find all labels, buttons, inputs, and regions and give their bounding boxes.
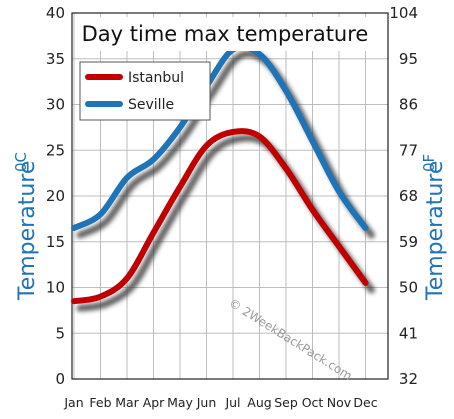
x-tick-label: Dec [353, 395, 377, 410]
legend-label-istanbul: Istanbul [128, 70, 184, 86]
left-tick-label: 5 [55, 324, 65, 342]
left-tick-label: 0 [55, 370, 65, 388]
right-axis-ticks: 32 41 50 59 68 77 86 95 104 [389, 4, 418, 388]
x-tick-label: Jul [224, 395, 240, 410]
x-tick-label: Mar [115, 395, 139, 410]
right-tick-label: 50 [399, 279, 418, 297]
x-tick-label: Aug [247, 395, 271, 410]
right-tick-label: 68 [399, 187, 418, 205]
left-tick-label: 40 [46, 4, 65, 22]
left-axis-ticks: 0 5 10 15 20 25 30 35 40 [46, 4, 65, 388]
x-tick-label: Jun [196, 395, 217, 410]
right-axis-unit: 0F [420, 154, 438, 172]
x-tick-label: Apr [143, 395, 165, 410]
legend-label-seville: Seville [128, 97, 174, 113]
right-tick-label: 59 [399, 233, 418, 251]
right-tick-label: 77 [399, 141, 418, 159]
left-tick-label: 30 [46, 96, 65, 114]
x-tick-label: Nov [327, 395, 352, 410]
right-tick-label: 86 [399, 96, 418, 114]
x-tick-label: Sep [274, 395, 298, 410]
right-tick-label: 32 [399, 370, 418, 388]
left-axis-unit: 0C [12, 152, 30, 172]
series-line-seville [71, 43, 369, 232]
left-axis-title: Temperature [15, 161, 40, 301]
legend-box [79, 61, 211, 121]
left-tick-label: 25 [46, 141, 65, 159]
left-tick-label: 15 [46, 233, 65, 251]
x-tick-label: May [167, 395, 193, 410]
left-tick-label: 10 [46, 279, 65, 297]
series-line-istanbul [71, 128, 369, 305]
right-axis-title: Temperature [423, 161, 448, 301]
title-box [80, 17, 370, 51]
x-tick-label: Jan [63, 395, 83, 410]
left-tick-label: 35 [46, 50, 65, 68]
legend: Istanbul Seville [79, 61, 211, 121]
right-tick-label: 41 [399, 324, 418, 342]
chart-title: Day time max temperature [82, 22, 369, 46]
plot-frame [71, 12, 389, 380]
x-tick-label: Feb [89, 395, 111, 410]
left-tick-label: 20 [46, 187, 65, 205]
right-tick-label: 95 [399, 50, 418, 68]
x-tick-label: Oct [302, 395, 324, 410]
x-axis-ticks: Jan Feb Mar Apr May Jun Jul Aug Sep Oct Nov Dec [63, 395, 377, 410]
right-tick-label: 104 [389, 4, 418, 22]
series-lines [71, 43, 369, 305]
